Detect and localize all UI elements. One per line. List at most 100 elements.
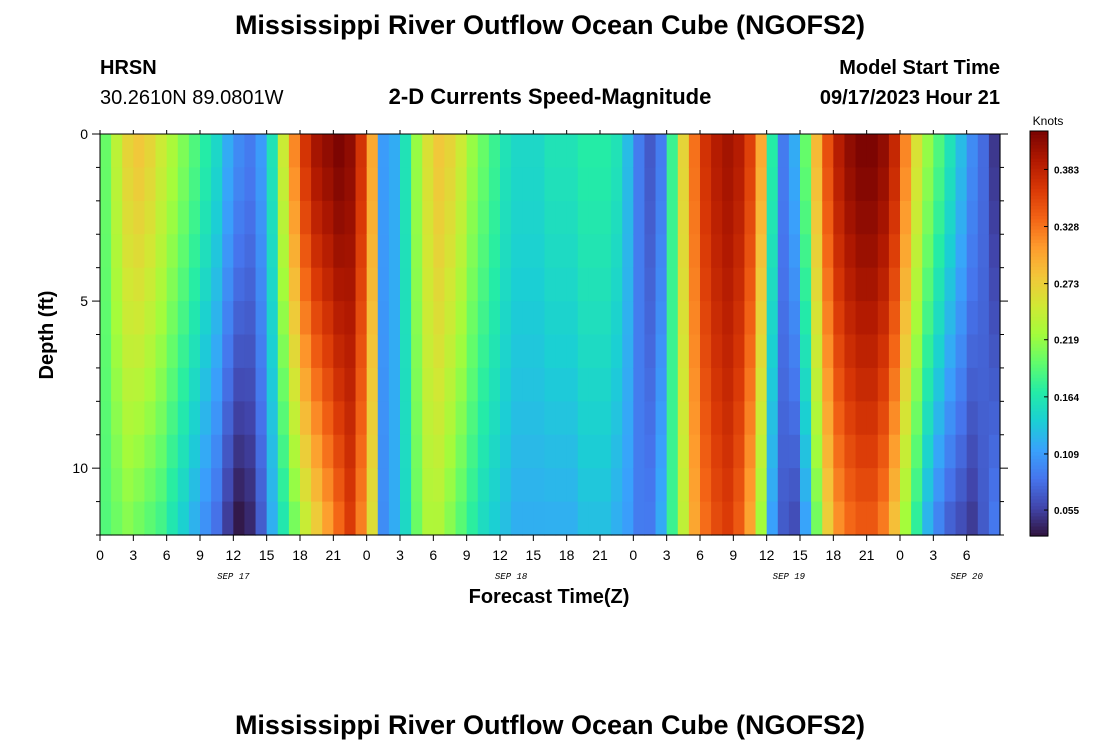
- heatmap-cell: [577, 367, 590, 402]
- heatmap-cells: [100, 134, 1001, 536]
- heatmap-cell: [711, 301, 723, 336]
- heatmap-cell: [744, 468, 757, 503]
- heatmap-cell: [544, 401, 557, 436]
- heatmap-cell: [922, 200, 934, 235]
- heatmap-cell: [255, 301, 268, 336]
- heatmap-cell: [455, 267, 468, 302]
- heatmap-cell: [611, 234, 623, 269]
- colorbar-segment: [1030, 475, 1048, 480]
- heatmap-cell: [122, 167, 134, 202]
- heatmap-cell: [933, 200, 946, 235]
- heatmap-cell: [622, 167, 634, 202]
- heatmap-cell: [355, 301, 368, 336]
- heatmap-cell: [844, 501, 857, 536]
- heatmap-cell: [566, 501, 579, 536]
- colorbar-segment: [1030, 286, 1048, 291]
- heatmap-cell: [177, 234, 190, 269]
- heatmap-cell: [600, 501, 612, 536]
- heatmap-cell: [444, 367, 457, 402]
- heatmap-cell: [900, 401, 912, 436]
- heatmap-cell: [622, 468, 634, 503]
- heatmap-cell: [488, 234, 501, 269]
- heatmap-cell: [877, 301, 890, 336]
- heatmap-cell: [711, 468, 723, 503]
- heatmap-cell: [233, 200, 246, 235]
- heatmap-cell: [722, 434, 734, 469]
- heatmap-cell: [600, 234, 612, 269]
- heatmap-cell: [544, 434, 557, 469]
- x-tick-label: 3: [663, 547, 671, 563]
- heatmap-cell: [533, 334, 546, 369]
- heatmap-cell: [733, 401, 746, 436]
- colorbar-unit: Knots: [1033, 114, 1064, 128]
- heatmap-cell: [922, 468, 934, 503]
- heatmap-cell: [766, 334, 779, 369]
- heatmap-cell: [111, 267, 123, 302]
- heatmap-cell: [933, 301, 946, 336]
- heatmap-cell: [622, 234, 634, 269]
- heatmap-cell: [766, 468, 779, 503]
- heatmap-cell: [966, 468, 979, 503]
- heatmap-cell: [700, 267, 712, 302]
- heatmap-cell: [733, 134, 746, 169]
- heatmap-cell: [288, 167, 301, 202]
- model-start-label: Model Start Time: [839, 57, 1000, 79]
- heatmap-cell: [944, 301, 957, 336]
- heatmap-cell: [855, 334, 868, 369]
- heatmap-cell: [311, 401, 323, 436]
- heatmap-cell: [233, 434, 246, 469]
- heatmap-cell: [511, 401, 523, 436]
- heatmap-cell: [877, 501, 890, 536]
- heatmap-cell: [266, 501, 279, 536]
- heatmap-cell: [677, 468, 690, 503]
- heatmap-cell: [422, 468, 434, 503]
- heatmap-cell: [722, 267, 734, 302]
- heatmap-cell: [711, 334, 723, 369]
- heatmap-cell: [566, 234, 579, 269]
- heatmap-cell: [244, 434, 257, 469]
- heatmap-cell: [600, 401, 612, 436]
- colorbar-segment: [1030, 225, 1048, 230]
- heatmap-cell: [922, 267, 934, 302]
- heatmap-cell: [722, 134, 734, 169]
- heatmap-cell: [966, 234, 979, 269]
- heatmap-cell: [555, 134, 568, 169]
- heatmap-cell: [122, 334, 134, 369]
- x-tick-label: 0: [896, 547, 904, 563]
- heatmap-cell: [500, 367, 512, 402]
- heatmap-cell: [188, 367, 201, 402]
- heatmap-cell: [600, 167, 612, 202]
- heatmap-cell: [866, 334, 879, 369]
- heatmap-cell: [655, 401, 668, 436]
- heatmap-cell: [400, 200, 412, 235]
- heatmap-cell: [522, 501, 534, 536]
- heatmap-cell: [577, 200, 590, 235]
- heatmap-cell: [688, 367, 701, 402]
- heatmap-cell: [877, 167, 890, 202]
- heatmap-cell: [244, 367, 257, 402]
- heatmap-cell: [366, 434, 379, 469]
- heatmap-cell: [166, 401, 179, 436]
- heatmap-cell: [511, 301, 523, 336]
- heatmap-cell: [766, 167, 779, 202]
- date-label: SEP 19: [773, 572, 806, 582]
- x-tick-label: 21: [592, 547, 608, 563]
- heatmap-cell: [633, 434, 646, 469]
- heatmap-cell: [855, 134, 868, 169]
- colorbar-segment: [1030, 448, 1048, 453]
- heatmap-cell: [888, 134, 901, 169]
- colorbar-segment: [1030, 492, 1048, 497]
- heatmap-cell: [266, 401, 279, 436]
- heatmap-cell: [988, 301, 1001, 336]
- heatmap-cell: [411, 301, 423, 336]
- heatmap-cell: [644, 434, 657, 469]
- heatmap-cell: [744, 167, 757, 202]
- heatmap-cell: [677, 434, 690, 469]
- heatmap-cell: [111, 468, 123, 503]
- heatmap-cell: [688, 334, 701, 369]
- heatmap-cell: [633, 401, 646, 436]
- heatmap-cell: [288, 367, 301, 402]
- heatmap-cell: [977, 334, 990, 369]
- colorbar-segment: [1030, 411, 1048, 416]
- heatmap-cell: [788, 501, 801, 536]
